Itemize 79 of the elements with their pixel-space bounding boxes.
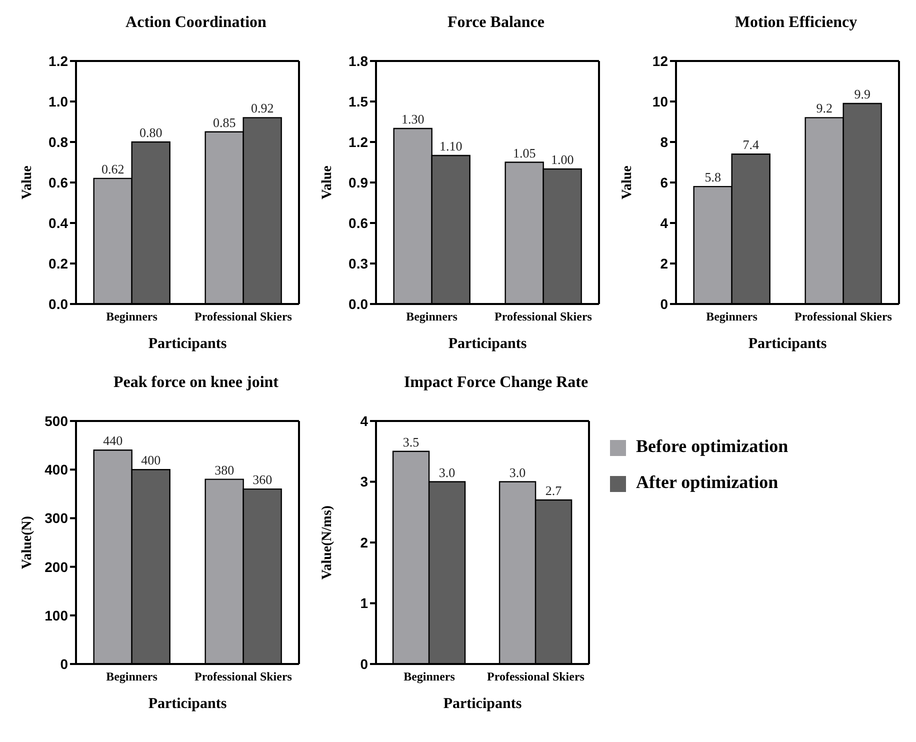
y-tick-label: 10 [652,93,668,110]
y-tick-label: 2 [660,255,668,272]
y-tick-label: 1.5 [348,93,368,110]
y-tick-label: 100 [44,607,68,624]
data-label: 1.10 [439,138,462,154]
chart-title: Force Balance [446,14,546,32]
y-axis-title: Value [320,166,335,200]
y-tick-label: 0.3 [348,255,368,272]
x-tick-label: Beginners [106,310,158,324]
y-tick-label: 1.2 [48,52,68,69]
y-tick-label: 0.4 [48,214,68,231]
y-axis-title: Value [620,166,635,200]
x-tick-label: Beginners [706,310,758,324]
y-tick-label: 0.6 [48,174,68,190]
y-tick-label: 0.6 [348,214,368,231]
data-label: 1.05 [512,145,536,160]
y-tick-label: 200 [44,558,68,575]
x-axis-title: Participants [748,336,827,352]
y-axis-title: Value [20,166,35,200]
y-tick-label: 3 [360,474,368,490]
data-label: 7.4 [742,137,760,152]
y-tick-label: 1.2 [348,134,368,150]
x-tick-label: Professional Skiers [194,310,292,324]
y-tick-label: 0.0 [48,296,68,312]
y-axis-title: Value(N/ms) [320,505,335,580]
x-axis-title: Participants [443,696,522,712]
y-tick-label: 0 [660,296,668,312]
data-label: 5.8 [704,170,721,185]
data-label: 3.0 [438,464,456,480]
x-tick-label: Professional Skiers [194,670,292,684]
y-tick-label: 6 [660,174,668,190]
x-tick-label: Professional Skiers [794,310,892,324]
legend-label: Before optimization [636,436,788,456]
data-label: 0.62 [101,161,124,176]
chart-title: Peak force on knee joint [112,374,280,392]
chart-title: Impact Force Change Rate [402,374,590,392]
data-label: 1.00 [550,152,574,167]
y-tick-label: 0.2 [48,255,68,272]
y-tick-label: 0 [60,656,68,672]
data-label: 400 [141,452,161,468]
x-axis-title: Participants [148,336,227,352]
data-label: 0.85 [212,114,236,130]
data-label: 380 [214,462,234,478]
y-axis-title: Value(N) [20,516,35,570]
y-tick-label: 4 [660,214,668,231]
y-tick-label: 0.8 [48,134,68,150]
x-tick-label: Beginners [106,670,158,684]
data-label: 9.2 [816,100,832,116]
x-axis-title: Participants [148,696,227,712]
y-tick-label: 300 [44,510,68,526]
chart-title: Action Coordination [124,14,268,32]
y-tick-label: 0.9 [348,174,368,190]
data-label: 3.0 [509,464,526,480]
data-label: 1.30 [401,112,424,126]
x-tick-label: Professional Skiers [494,310,592,324]
legend-label: After optimization [636,472,778,492]
x-axis-title: Participants [448,336,527,352]
data-label: 3.5 [402,434,420,450]
x-tick-label: Beginners [404,670,456,684]
y-tick-label: 500 [44,412,68,429]
data-label: 0.80 [139,125,162,140]
y-tick-label: 8 [660,134,668,150]
data-label: 440 [103,433,123,448]
y-tick-label: 0 [360,656,368,672]
data-label: 2.7 [545,482,562,498]
chart-title: Motion Efficiency [734,14,858,32]
y-tick-label: 400 [44,462,68,478]
y-tick-label: 2 [360,534,368,550]
data-label: 360 [252,472,272,488]
x-tick-label: Beginners [406,310,458,324]
y-tick-label: 12 [652,52,668,69]
x-tick-label: Professional Skiers [487,670,585,684]
y-tick-label: 4 [360,412,368,429]
y-tick-label: 1.0 [48,93,68,110]
y-tick-label: 0.0 [348,296,368,312]
y-tick-label: 1 [360,595,368,612]
y-tick-label: 1.8 [348,52,368,69]
data-label: 0.92 [250,100,274,116]
data-label: 9.9 [854,86,870,102]
